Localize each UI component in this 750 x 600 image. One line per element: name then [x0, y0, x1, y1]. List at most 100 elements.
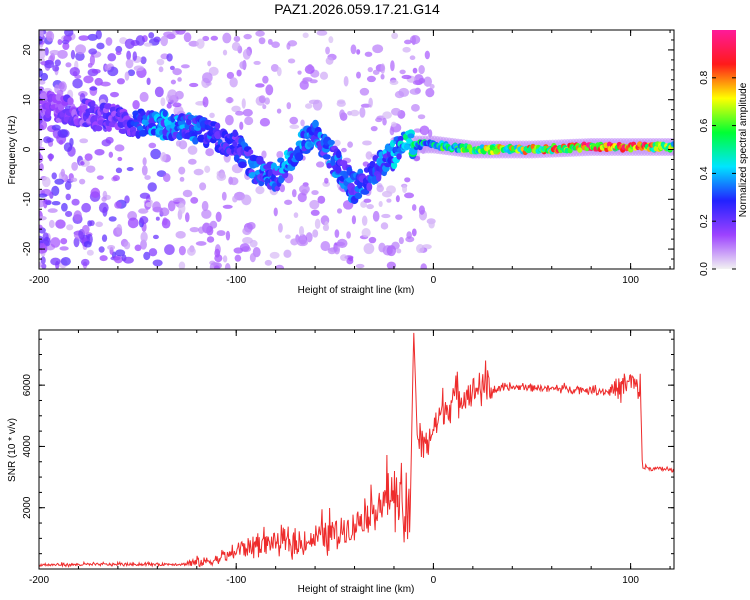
x-tick-label: 0: [431, 275, 437, 286]
spectrogram-noise-cell: [363, 198, 372, 203]
spectrogram-noise-cell: [380, 222, 389, 230]
spectrogram-noise-cell: [364, 51, 373, 57]
spectrogram-noise-cell: [73, 237, 80, 248]
spectrogram-noise-cell: [202, 222, 211, 234]
spectrogram-noise-cell: [396, 248, 402, 254]
spectrogram-noise-cell: [163, 31, 174, 38]
spectrogram-noise-cell: [96, 175, 104, 180]
spectrogram-noise-cell: [55, 219, 66, 229]
spectrogram-noise-cell: [202, 72, 213, 84]
spectrogram-ridge-cell: [397, 135, 404, 142]
spectrogram-noise-cell: [54, 59, 61, 67]
spectrogram-ridge-cell: [406, 138, 413, 144]
spectrogram-noise-cell: [178, 261, 186, 269]
colorbar-tick-label: 0.6: [699, 118, 710, 132]
spectrogram-noise-cell: [273, 207, 278, 217]
spectrogram-noise-cell: [302, 32, 309, 39]
spectrogram-noise-cell: [389, 79, 399, 86]
spectrogram-noise-cell: [160, 35, 168, 47]
spectrogram-noise-cell: [90, 187, 101, 199]
spectrogram-noise-cell: [386, 198, 392, 203]
spectrogram-noise-cell: [239, 243, 250, 252]
spectrogram-noise-cell: [152, 234, 159, 240]
spectrogram-noise-cell: [58, 82, 65, 90]
spectrogram-noise-cell: [88, 48, 98, 55]
spectrogram-noise-cell: [298, 226, 305, 237]
spectrogram-noise-cell: [276, 66, 282, 77]
x-tick-label: 100: [622, 575, 639, 586]
spectrogram-noise-cell: [112, 174, 120, 182]
spectrogram-noise-cell: [75, 51, 85, 61]
spectrogram-noise-cell: [340, 254, 348, 262]
snr-frame: [38, 329, 675, 570]
spectrogram-noise-cell: [386, 245, 397, 257]
y-tick-label: 6000: [22, 374, 33, 397]
spectrogram-ridge-cell: [335, 165, 342, 174]
spectrogram-noise-cell: [402, 184, 408, 194]
spectrogram-noise-cell: [127, 69, 136, 77]
spectrogram-noise-cell: [178, 245, 186, 256]
spectrogram-noise-cell: [114, 144, 125, 152]
spectrogram-noise-cell: [264, 97, 270, 105]
spectrogram-noise-cell: [89, 54, 95, 66]
spectrogram-noise-cell: [116, 224, 123, 235]
spectrogram-noise-cell: [390, 60, 395, 72]
spectrogram-noise-cell: [300, 119, 305, 127]
spectrogram-noise-cell: [40, 256, 46, 265]
spectrogram-noise-cell: [57, 49, 68, 59]
spectrogram-noise-cell: [57, 129, 68, 138]
spectrogram-noise-cell: [124, 195, 130, 204]
spectrogram-noise-cell: [350, 109, 360, 117]
spectrogram-ridge-cell: [366, 182, 373, 192]
spectrogram-noise-cell: [222, 204, 233, 209]
spectrogram-noise-cell: [366, 203, 374, 210]
y-tick-label: 20: [22, 44, 33, 56]
spectrogram-noise-cell: [328, 36, 334, 44]
spectrogram-noise-cell: [66, 224, 74, 231]
spectrogram-noise-cell: [188, 158, 197, 165]
x-tick-label: -100: [226, 275, 246, 286]
spectrogram-noise-cell: [297, 70, 302, 75]
spectrogram-noise-cell: [39, 142, 43, 147]
spectrogram-noise-cell: [351, 215, 357, 225]
spectrogram-noise-cell: [101, 196, 107, 202]
spectrogram-noise-cell: [262, 75, 269, 84]
spectrogram-noise-cell: [372, 69, 380, 75]
spectrogram-noise-cell: [145, 202, 154, 208]
spectrogram-ridge-cell: [192, 136, 199, 145]
spectrogram-noise-cell: [127, 217, 139, 229]
spectrogram-noise-cell: [325, 56, 334, 65]
spectrogram-noise-cell: [64, 181, 72, 191]
spectrogram-noise-cell: [420, 263, 427, 269]
spectrogram-noise-cell: [242, 108, 253, 117]
x-tick-label: -100: [226, 575, 246, 586]
spectrogram-noise-cell: [376, 184, 384, 193]
snr-panel: -200 -100 0 100 2000 4000 6000 Height of strai…: [7, 329, 675, 595]
spectrogram-noise-cell: [346, 231, 351, 239]
spectrogram-noise-cell: [169, 65, 175, 71]
spectrogram-noise-cell: [319, 71, 329, 80]
spectrogram-noise-cell: [39, 199, 45, 208]
spectrogram-noise-cell: [380, 63, 386, 74]
spectrogram-noise-cell: [162, 217, 168, 226]
spectrogram-noise-cell: [170, 79, 177, 85]
spectrogram-noise-cell: [64, 30, 74, 37]
spectrogram-noise-cell: [399, 69, 406, 75]
spectrogram-noise-cell: [411, 228, 417, 237]
spectrogram-noise-cell: [361, 227, 371, 238]
spectrogram-noise-cell: [226, 71, 235, 80]
snr-ylabel: SNR (10 * v/v): [7, 418, 18, 482]
spectrogram-noise-cell: [287, 58, 296, 64]
spectrogram-noise-cell: [172, 68, 182, 76]
spectrogram-noise-cell: [80, 258, 90, 267]
spectrogram-noise-cell: [380, 73, 385, 80]
spectrogram-noise-cell: [395, 195, 400, 203]
spectrogram-ridge-cell: [526, 147, 533, 153]
spectrogram-noise-cell: [39, 79, 46, 85]
spectrogram-noise-cell: [39, 163, 44, 172]
y-tick-label: 2000: [22, 496, 33, 519]
spectrogram-noise-cell: [360, 103, 372, 108]
y-tick-label: -20: [22, 241, 33, 256]
spectrogram-noise-cell: [214, 254, 223, 263]
